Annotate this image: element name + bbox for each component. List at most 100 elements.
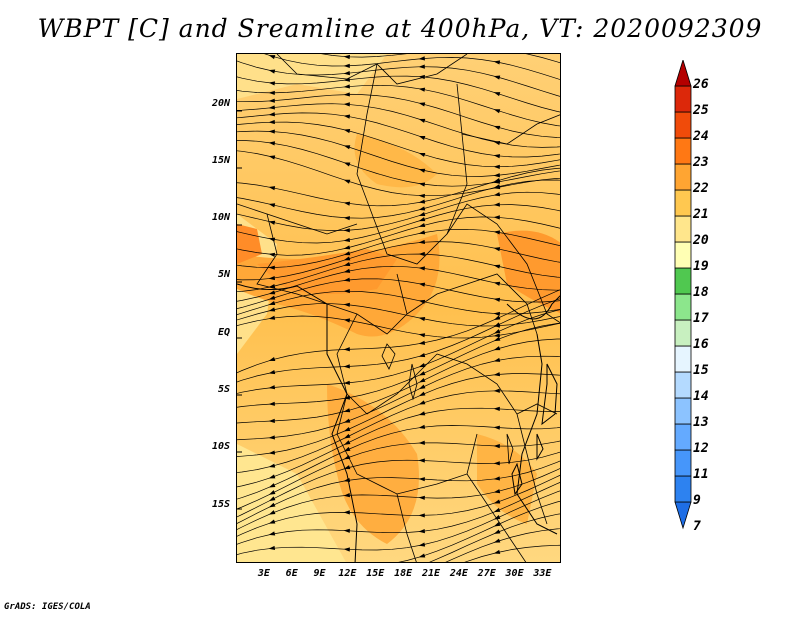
streamline-arrow <box>418 458 425 463</box>
streamline-arrow <box>268 519 276 524</box>
streamline-arrow <box>343 433 351 439</box>
streamline-arrow <box>493 499 501 504</box>
streamline-arrow <box>343 364 350 369</box>
colorbar <box>674 60 692 530</box>
colorbar-label-19: 19 <box>693 259 709 274</box>
streamline <box>237 75 560 113</box>
streamline-arrow <box>493 264 501 269</box>
streamline-arrow <box>418 400 426 405</box>
streamline-arrow <box>268 483 276 488</box>
streamline <box>237 204 560 244</box>
streamline-arrow <box>268 301 276 306</box>
streamline-arrow <box>493 75 501 80</box>
streamline-arrow <box>343 268 351 273</box>
streamline-arrow <box>493 489 501 494</box>
streamline <box>237 373 560 457</box>
streamline-arrow <box>268 81 276 86</box>
streamline-arrow <box>268 141 276 146</box>
country-borders <box>237 54 560 562</box>
streamline-arrow <box>268 220 276 225</box>
streamline-arrow <box>269 562 275 563</box>
streamline-arrow <box>268 55 276 60</box>
streamline <box>237 94 560 138</box>
map-canvas <box>237 54 560 563</box>
streamline <box>237 265 560 302</box>
streamline-arrow <box>418 371 426 376</box>
streamline-arrow <box>418 377 426 383</box>
streamline-arrow <box>418 102 426 107</box>
streamline <box>429 513 560 562</box>
lon-label-21e: 21E <box>421 568 441 579</box>
streamline-arrow <box>418 391 426 397</box>
streamline-arrow <box>418 251 425 257</box>
streamline-arrow <box>343 547 350 552</box>
streamline-arrow <box>268 155 276 160</box>
streamline-arrow <box>343 216 350 221</box>
colorbar-segment <box>674 215 692 243</box>
streamline <box>237 103 560 148</box>
streamline <box>237 140 560 187</box>
colorbar-label-11: 11 <box>693 467 709 482</box>
streamline-arrow <box>418 513 425 518</box>
streamline <box>464 544 560 562</box>
streamline-arrow <box>418 542 426 547</box>
streamline-arrow <box>418 477 425 482</box>
colorbar-arrow-high <box>674 60 692 87</box>
streamline-arrow <box>268 265 275 270</box>
streamline-arrow <box>418 363 426 368</box>
colorbar-label-14: 14 <box>693 389 709 404</box>
streamline <box>237 191 560 231</box>
colorbar-segment <box>674 267 692 295</box>
colorbar-label-25: 25 <box>693 103 709 118</box>
streamline-arrow <box>268 545 276 550</box>
streamline-arrow <box>268 510 276 515</box>
streamline-arrow <box>493 230 501 235</box>
coastline <box>237 283 560 562</box>
streamline-arrow <box>268 315 276 320</box>
streamline <box>237 440 560 510</box>
streamline-arrow <box>343 302 350 307</box>
streamline-arrow <box>493 192 501 197</box>
streamline <box>237 216 560 256</box>
streamline-arrow <box>343 129 351 134</box>
lat-label-eq: EQ <box>217 326 230 338</box>
colorbar-segment <box>674 85 692 113</box>
lat-ticks <box>237 110 242 510</box>
streamline-arrow <box>493 476 500 481</box>
colorbar-label-12: 12 <box>693 441 709 456</box>
streamline-arrow <box>343 440 351 445</box>
streamline-arrow <box>343 114 351 119</box>
streamline-arrow <box>493 125 501 130</box>
streamline-arrow <box>493 164 500 169</box>
streamline-arrow <box>343 162 351 167</box>
streamline <box>321 54 560 64</box>
streamline-arrow <box>418 152 426 157</box>
streamline-arrow <box>418 222 426 228</box>
streamline-arrow <box>268 203 276 208</box>
colorbar-label-21: 21 <box>693 207 709 222</box>
streamline-arrow <box>268 435 275 440</box>
colorbar-label-17: 17 <box>693 311 709 326</box>
lon-label-9e: 9E <box>313 568 326 579</box>
streamline <box>237 130 560 177</box>
streamline-arrow <box>418 211 426 217</box>
streamline-arrow <box>343 288 350 294</box>
streamline <box>237 121 560 168</box>
streamline-arrow <box>343 256 351 261</box>
lon-label-24e: 24E <box>449 568 468 579</box>
streamline-arrow <box>343 510 350 515</box>
streamline-arrow <box>493 444 500 449</box>
lon-label-12e: 12E <box>338 568 357 579</box>
streamline-arrow <box>268 186 276 191</box>
streamline <box>237 474 560 537</box>
streamline <box>237 482 560 545</box>
lon-label-18e: 18E <box>394 568 413 579</box>
streamline-arrow <box>268 295 276 300</box>
streamline-arrow <box>418 495 425 500</box>
streamline <box>237 468 560 530</box>
streamline-arrow <box>268 401 275 406</box>
streamline-arrow <box>493 329 501 334</box>
streamline-arrow <box>418 411 426 416</box>
streamline-arrow <box>343 426 351 432</box>
colorbar-label-22: 22 <box>693 181 709 196</box>
